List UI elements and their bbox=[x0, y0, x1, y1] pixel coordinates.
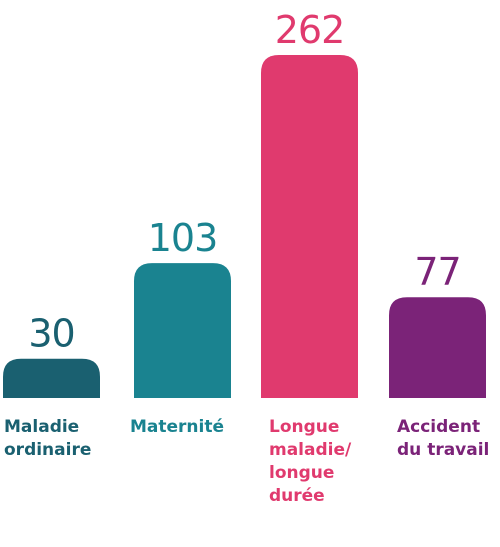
value-label-2: 262 bbox=[275, 8, 345, 52]
category-label-line: longue bbox=[269, 463, 334, 483]
bar-1 bbox=[134, 263, 231, 398]
category-label-line: Accident bbox=[397, 417, 480, 437]
category-label-3: Accident du travail bbox=[397, 417, 489, 460]
category-label-line: Maladie bbox=[4, 417, 79, 437]
category-labels-group: Maladie ordinaire Maternité Longue maladie/l… bbox=[4, 417, 489, 506]
category-label-2: Longue maladie/longue durée bbox=[269, 417, 352, 506]
category-label-line: du travail bbox=[397, 440, 489, 460]
bars-group bbox=[3, 55, 486, 398]
value-label-1: 103 bbox=[148, 216, 218, 260]
category-label-line: ordinaire bbox=[4, 440, 91, 460]
category-label-1: Maternité bbox=[130, 417, 224, 437]
bar-3 bbox=[389, 297, 486, 398]
value-labels-group: 30 103 262 77 bbox=[28, 8, 461, 356]
bar-0 bbox=[3, 358, 100, 398]
category-label-line: durée bbox=[269, 486, 325, 506]
category-label-line: Maternité bbox=[130, 417, 224, 437]
category-label-line: Longue bbox=[269, 417, 339, 437]
value-label-3: 77 bbox=[414, 250, 460, 294]
bar-2 bbox=[261, 55, 358, 398]
category-label-0: Maladie ordinaire bbox=[4, 417, 91, 460]
category-label-line: maladie/ bbox=[269, 440, 352, 460]
value-label-0: 30 bbox=[28, 312, 74, 356]
